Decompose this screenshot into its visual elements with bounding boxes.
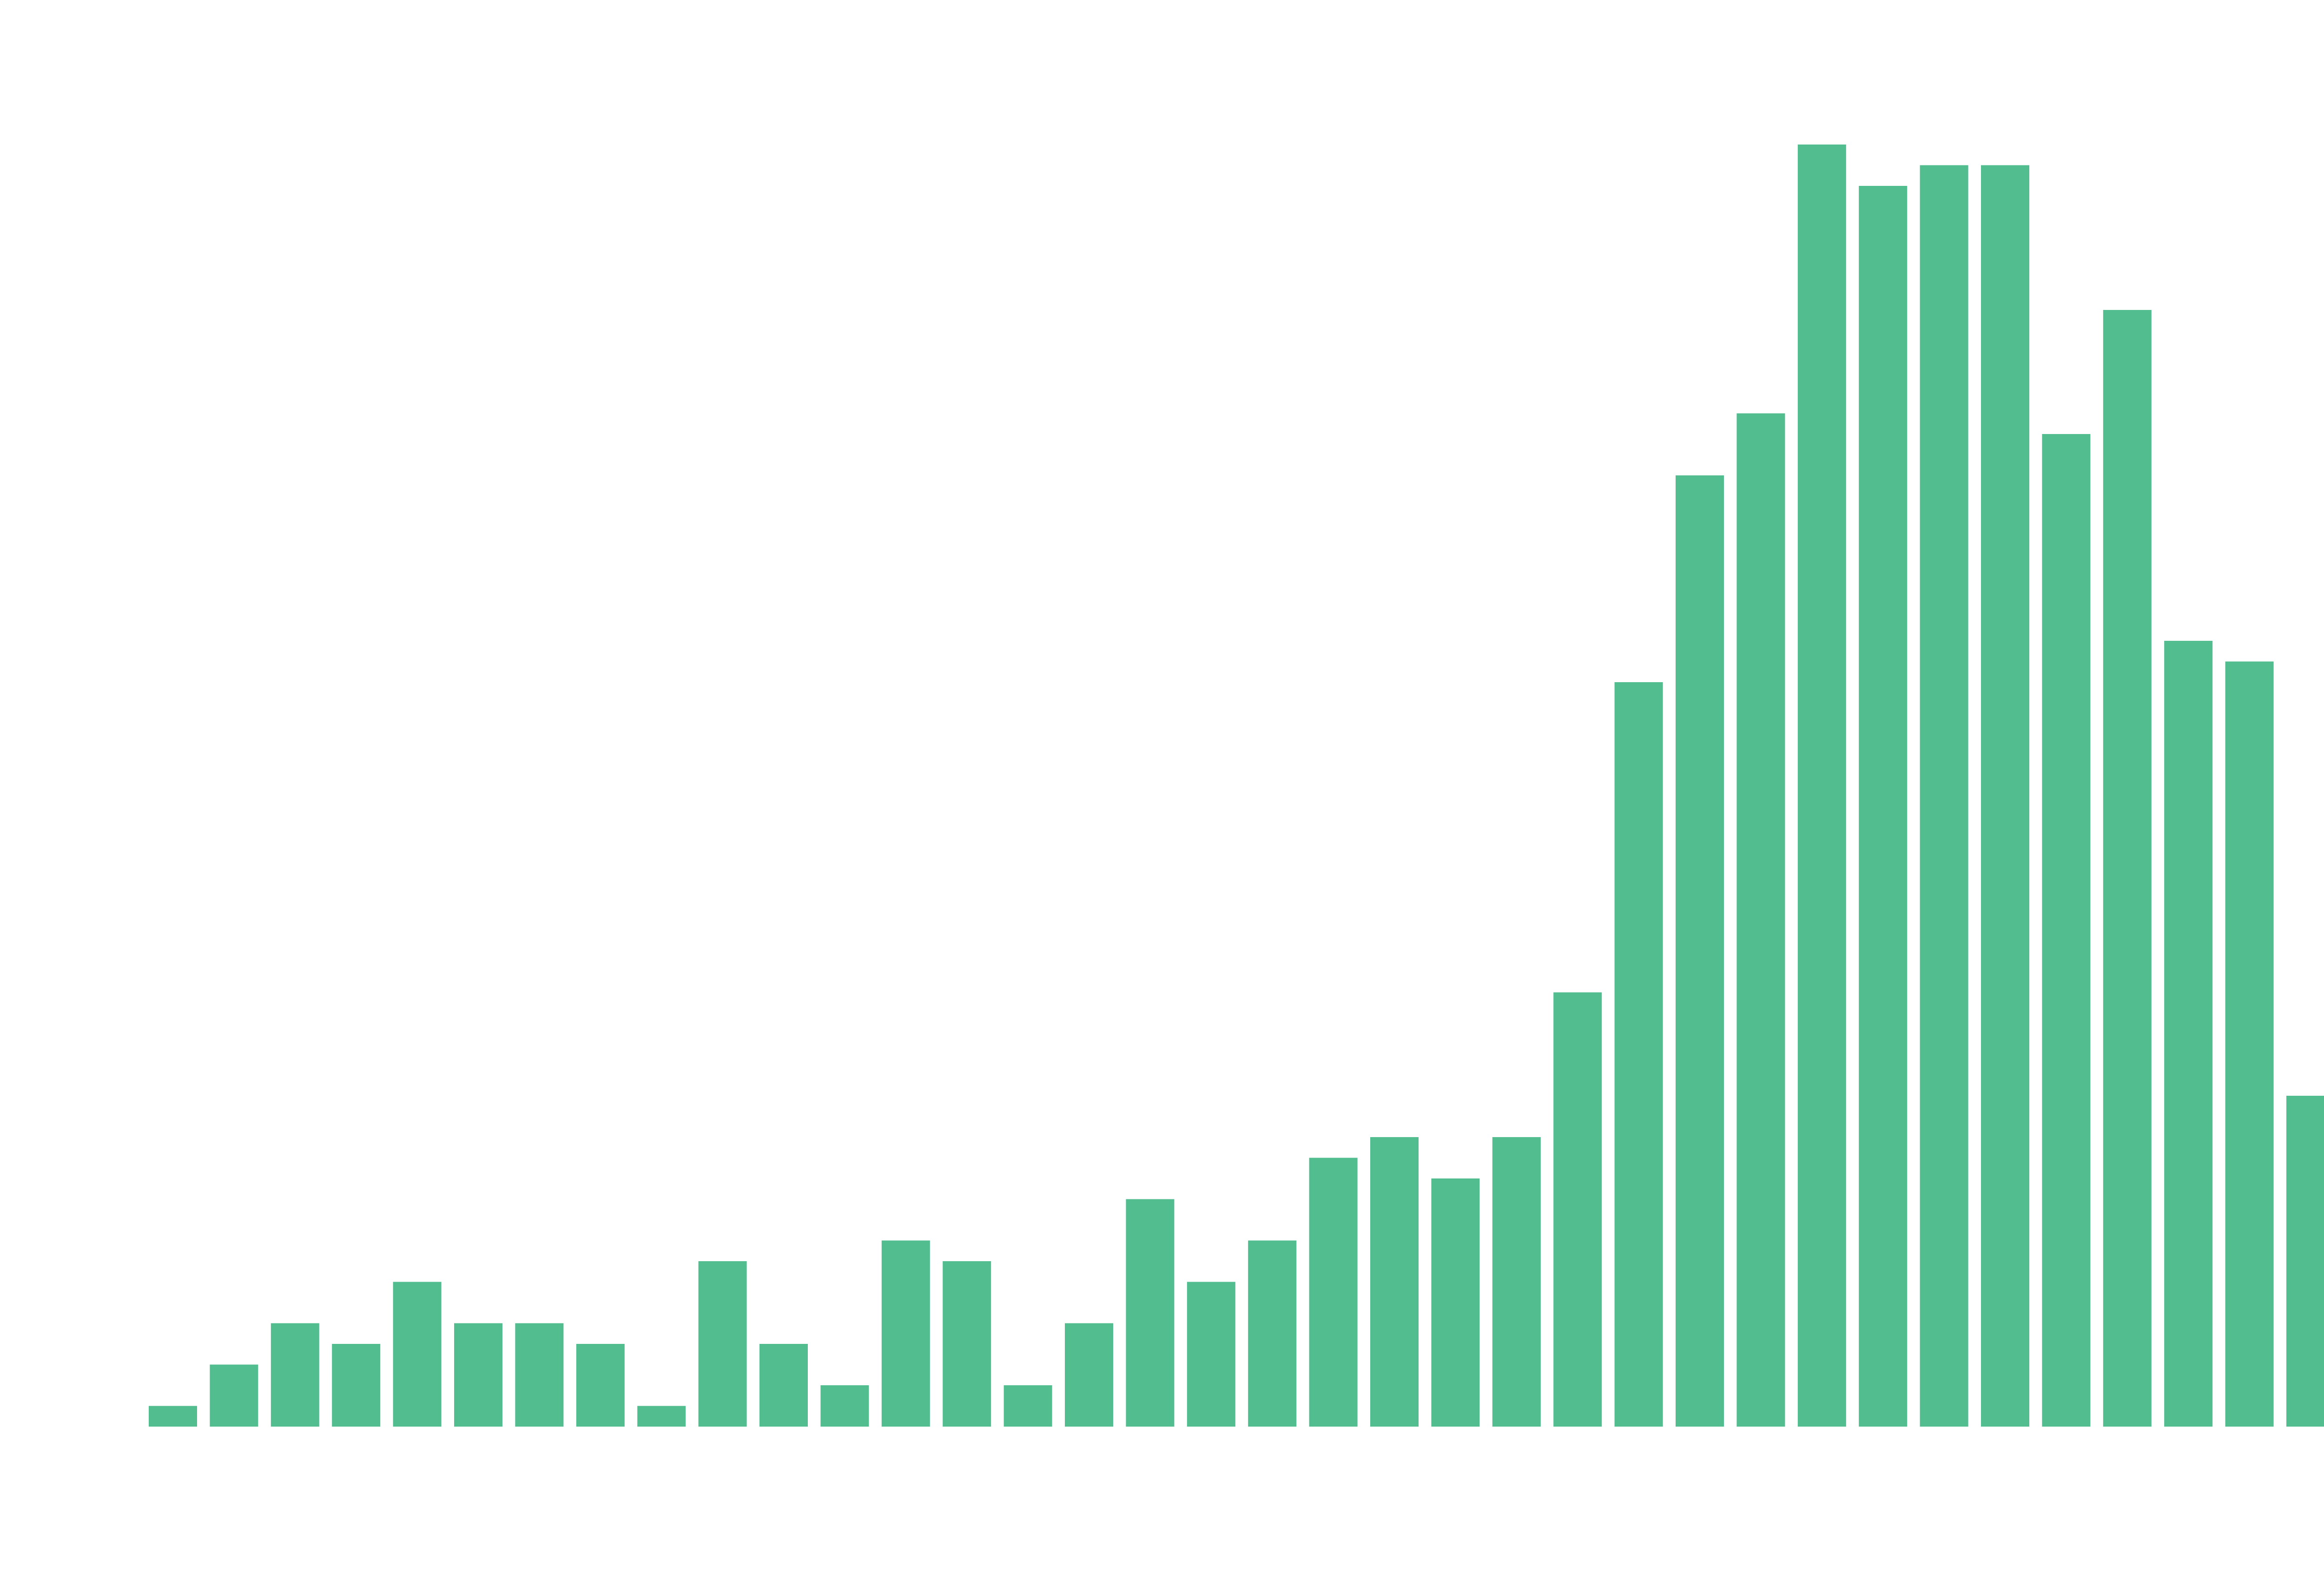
bar-26 (1676, 475, 1724, 1427)
bar-32 (2042, 434, 2091, 1427)
bar-7 (515, 1323, 564, 1427)
bar-31 (1981, 165, 2029, 1427)
bar-16 (1065, 1323, 1113, 1427)
bars-group (149, 145, 2324, 1427)
bar-28 (1797, 145, 1846, 1427)
bar-35 (2225, 661, 2274, 1427)
bar-1 (149, 1406, 197, 1427)
bar-3 (271, 1323, 319, 1427)
bar-24 (1553, 992, 1602, 1427)
bar-11 (759, 1344, 808, 1427)
bar-29 (1859, 186, 1908, 1427)
bar-36 (2286, 1096, 2324, 1427)
bar-14 (943, 1261, 991, 1427)
bar-23 (1492, 1137, 1541, 1427)
bar-4 (332, 1344, 381, 1427)
bar-17 (1126, 1199, 1175, 1427)
bar-9 (637, 1406, 686, 1427)
bar-30 (1920, 165, 1968, 1427)
bar-13 (881, 1240, 930, 1427)
bar-33 (2103, 310, 2152, 1427)
bar-15 (1004, 1385, 1052, 1427)
bar-19 (1248, 1240, 1297, 1427)
bar-25 (1614, 682, 1663, 1427)
bar-8 (576, 1344, 625, 1427)
bar-20 (1309, 1158, 1358, 1427)
bar-10 (698, 1261, 747, 1427)
bar-21 (1370, 1137, 1419, 1427)
bar-18 (1187, 1282, 1235, 1427)
bar-22 (1431, 1178, 1480, 1427)
bar-12 (820, 1385, 869, 1427)
bar-34 (2164, 641, 2213, 1427)
bar-5 (393, 1282, 442, 1427)
bar-27 (1736, 413, 1785, 1427)
bar-2 (210, 1364, 258, 1427)
bar-6 (454, 1323, 502, 1427)
